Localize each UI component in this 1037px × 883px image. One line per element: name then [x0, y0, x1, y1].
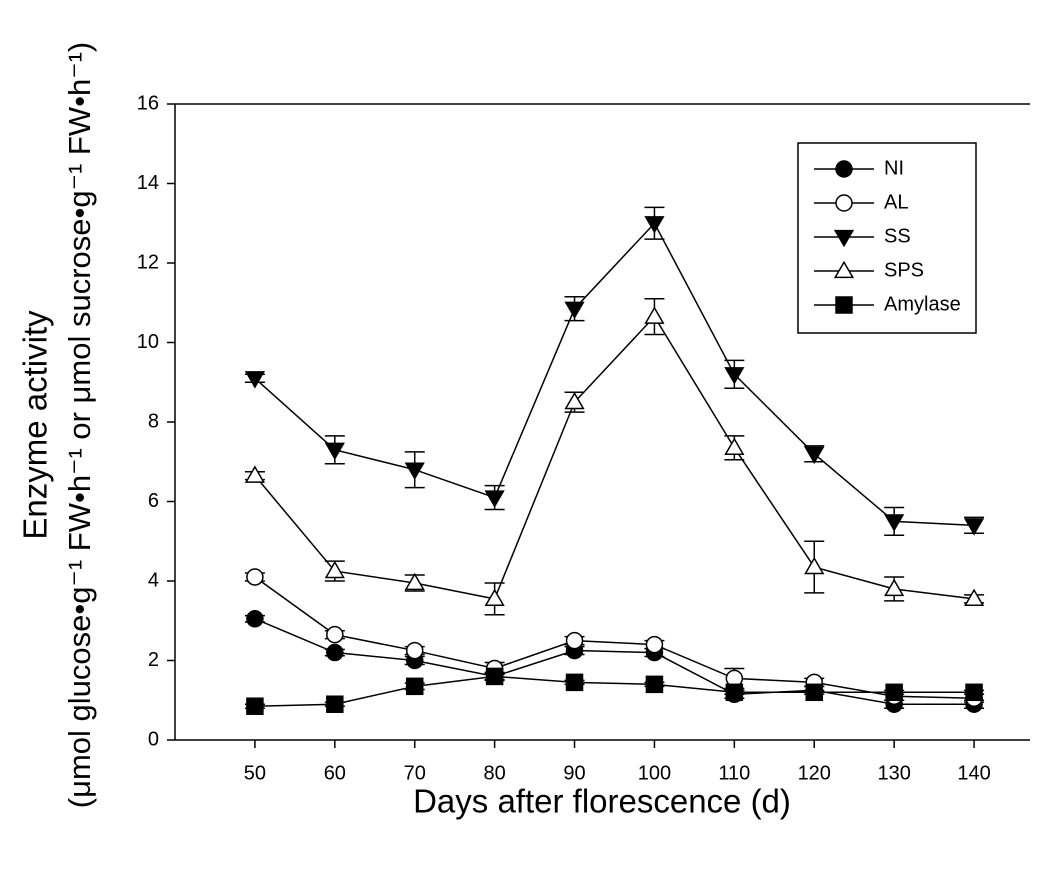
y-tick-label: 14	[137, 172, 159, 194]
legend-box	[797, 142, 977, 334]
y-tick-label: 12	[137, 251, 159, 273]
marker	[244, 371, 266, 389]
marker	[724, 437, 745, 455]
marker	[804, 446, 825, 465]
marker	[484, 588, 505, 607]
marker	[644, 306, 665, 324]
marker	[246, 610, 264, 628]
marker	[963, 588, 985, 607]
legend-marker	[835, 160, 853, 178]
legend-marker	[833, 229, 855, 248]
marker	[725, 683, 744, 702]
marker	[564, 391, 585, 410]
marker	[565, 673, 584, 692]
y-axis-label: (μmol glucose•g⁻¹ FW•h⁻¹ or μmol sucrose…	[62, 42, 97, 808]
marker	[805, 683, 824, 702]
marker	[484, 490, 505, 508]
y-tick-label: 2	[148, 649, 159, 671]
x-tick-label: 60	[324, 762, 346, 784]
marker	[326, 643, 344, 662]
marker	[885, 683, 903, 702]
legend-label: SS	[884, 225, 911, 247]
marker	[405, 677, 424, 696]
marker	[246, 568, 264, 586]
marker	[884, 578, 905, 597]
marker	[965, 683, 983, 702]
marker	[326, 625, 344, 644]
x-tick-label: 100	[638, 762, 671, 784]
series-line	[254, 675, 975, 707]
marker	[404, 572, 425, 591]
marker	[963, 518, 985, 536]
y-tick-label: 8	[148, 410, 159, 432]
legend-label: SPS	[884, 259, 924, 281]
legend-label: AL	[884, 191, 908, 213]
series-line	[254, 221, 975, 527]
marker	[884, 514, 905, 532]
x-axis-label: Days after florescence (d)	[413, 783, 791, 820]
marker	[324, 560, 345, 579]
marker	[724, 367, 745, 385]
x-tick-label: 90	[563, 762, 585, 784]
y-axis-label: Enzyme activity	[17, 310, 54, 540]
x-tick-label: 140	[957, 762, 990, 784]
marker	[645, 635, 664, 654]
y-tick-label: 16	[137, 92, 159, 114]
x-tick-label: 120	[798, 762, 831, 784]
x-tick-label: 70	[404, 762, 426, 784]
marker	[565, 631, 584, 650]
marker	[404, 462, 425, 480]
marker	[326, 695, 344, 713]
legend-label: NI	[884, 157, 904, 179]
marker	[564, 301, 585, 320]
legend-marker	[833, 260, 855, 279]
marker	[246, 697, 264, 715]
series-line	[254, 576, 975, 700]
series-line	[254, 315, 975, 600]
x-tick-label: 50	[244, 762, 266, 784]
legend-marker	[835, 194, 853, 212]
marker	[405, 641, 424, 660]
x-tick-label: 130	[877, 762, 910, 784]
y-tick-label: 0	[148, 728, 159, 750]
y-tick-label: 4	[148, 569, 159, 591]
y-tick-label: 10	[137, 331, 159, 353]
marker	[804, 556, 825, 575]
series-line	[254, 618, 975, 705]
legend-label: Amylase	[884, 293, 961, 315]
marker	[645, 675, 664, 694]
marker	[644, 216, 665, 234]
marker	[244, 465, 266, 483]
x-tick-label: 110	[718, 762, 750, 784]
y-tick-label: 6	[148, 490, 159, 512]
marker	[485, 667, 504, 686]
marker	[324, 442, 345, 461]
x-tick-label: 80	[484, 762, 506, 784]
legend-marker	[835, 296, 853, 314]
